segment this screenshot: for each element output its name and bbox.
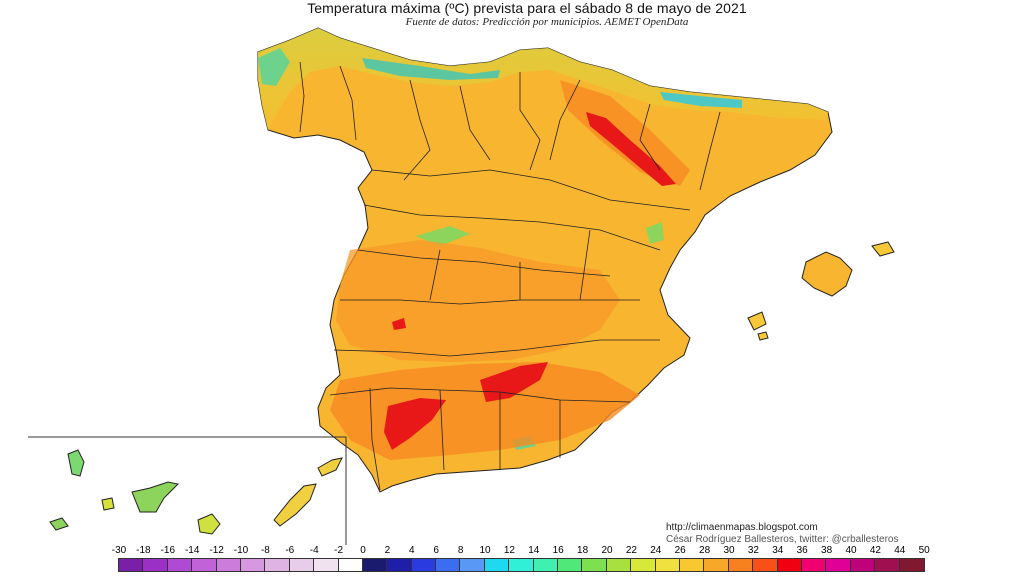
province-boundaries (299, 61, 721, 491)
legend-label: -12 (209, 545, 224, 556)
legend-swatch (777, 559, 802, 571)
legend-label: 2 (384, 545, 391, 556)
legend-label: 50 (918, 545, 930, 556)
legend-swatch (509, 559, 534, 571)
legend-label: -18 (136, 545, 151, 556)
legend-label: -6 (285, 545, 295, 556)
legend-label: 12 (503, 545, 515, 556)
legend-label: -4 (309, 545, 319, 556)
legend-label: 18 (577, 545, 589, 556)
legend-label: 42 (869, 545, 881, 556)
legend-swatch (801, 559, 827, 571)
legend-swatch (826, 559, 851, 571)
legend-swatch (655, 559, 680, 571)
map-title: Temperatura máxima (ºC) prevista para el… (307, 0, 747, 16)
lanzarote-shape (317, 457, 343, 477)
legend-label: 28 (699, 545, 711, 556)
legend-swatch (192, 559, 217, 571)
legend-swatch (119, 559, 144, 571)
legend-swatch (533, 559, 559, 571)
legend-label: 40 (845, 545, 857, 556)
el-hierro-shape (49, 517, 69, 531)
formentera-shape (757, 331, 769, 341)
legend-label: -14 (184, 545, 200, 556)
legend-swatch (387, 559, 412, 571)
extremadura-hotspot (392, 318, 406, 330)
legend-swatch (558, 559, 583, 571)
canarias-inset-frame (28, 436, 347, 545)
legend-swatch (289, 559, 315, 571)
legend-label: -10 (233, 545, 249, 556)
iberico-cool-patch (646, 222, 664, 244)
la-gomera-shape (101, 497, 115, 511)
north-coast-band (258, 28, 828, 130)
legend-label: 24 (650, 545, 662, 556)
legend-label: 26 (674, 545, 686, 556)
legend-label: 22 (625, 545, 637, 556)
legend-label: -16 (160, 545, 176, 556)
legend-swatch (167, 559, 193, 571)
legend-swatch (314, 559, 339, 571)
la-palma-shape (67, 449, 85, 477)
cantabrico-cool-patch (362, 58, 500, 80)
legend-label: 8 (457, 545, 464, 556)
legend-swatch (850, 559, 876, 571)
legend-swatch (582, 559, 607, 571)
legend-swatch (362, 559, 388, 571)
legend-label: 0 (360, 545, 366, 556)
legend-swatch (631, 559, 656, 571)
legend-swatch (240, 559, 266, 571)
legend-swatch (679, 559, 705, 571)
legend-label: 34 (772, 545, 784, 556)
legend-swatch (338, 559, 363, 571)
legend-swatch (460, 559, 485, 571)
legend-labels: -30 -18 -16 -14 -12 -10 -8 -6 -4 -2 0 2 4 6 8 10 12 14 16 1… (108, 545, 938, 557)
legend-label: 36 (796, 545, 808, 556)
galicia-cool-patch (258, 48, 290, 86)
menorca-shape (871, 241, 895, 257)
fuerteventura-shape (273, 483, 317, 527)
legend-label: 6 (433, 545, 439, 556)
mallorca-shape (801, 251, 853, 297)
legend-label: 4 (409, 545, 415, 556)
pyrenees-cool-patch (660, 92, 742, 108)
legend-swatch (606, 559, 632, 571)
south-warm-zone (330, 362, 640, 460)
legend-label: -2 (334, 545, 344, 556)
legend-label: 14 (528, 545, 540, 556)
ibiza-shape (747, 311, 767, 331)
legend-label: 20 (601, 545, 613, 556)
guadalquivir-hotspot (384, 398, 446, 450)
legend-swatch (436, 559, 461, 571)
legend-swatch (216, 559, 241, 571)
credits-author: César Rodríguez Ballesteros, twitter: @c… (666, 534, 899, 545)
credits-website: http://climaenmapas.blogspot.com (666, 522, 818, 533)
legend-swatch (753, 559, 778, 571)
legend-color-bar (118, 558, 925, 572)
legend-label: 16 (552, 545, 564, 556)
map-subtitle: Fuente de datos: Predicción por municipi… (405, 16, 689, 28)
sistema-central-cool-patch (416, 226, 470, 246)
legend-swatch (265, 559, 290, 571)
legend-swatch (704, 559, 729, 571)
tenerife-shape (131, 481, 180, 513)
legend-label: 30 (723, 545, 735, 556)
legend-swatch (728, 559, 754, 571)
legend-swatch (875, 559, 900, 571)
gran-canaria-shape (197, 513, 221, 535)
legend-label: 44 (894, 545, 906, 556)
legend-swatch (411, 559, 437, 571)
legend-label: -30 (111, 545, 127, 556)
legend-swatch (899, 559, 924, 571)
credits: http://climaenmapas.blogspot.com César R… (666, 522, 898, 546)
legend-label: 38 (821, 545, 833, 556)
legend-label: 32 (747, 545, 759, 556)
legend-label: 10 (479, 545, 491, 556)
ebro-hotspot (586, 112, 676, 186)
ebro-warm-zone (560, 80, 690, 186)
legend-swatch (143, 559, 168, 571)
legend-swatch (484, 559, 510, 571)
legend-label: -8 (260, 545, 270, 556)
